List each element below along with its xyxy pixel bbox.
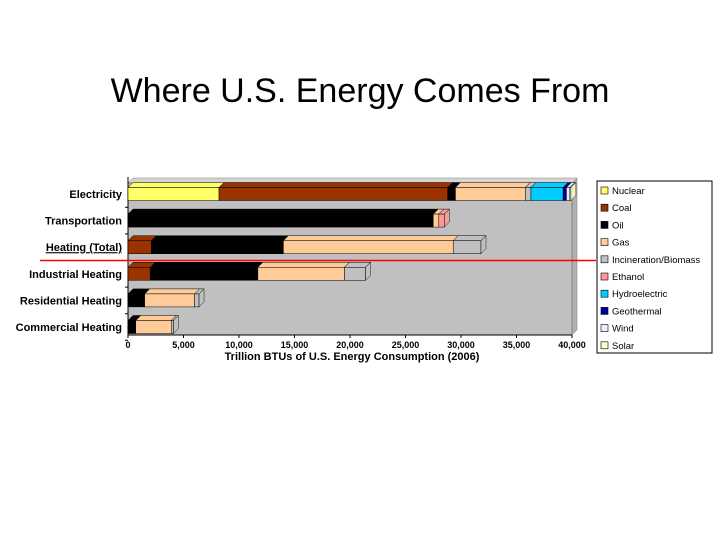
legend-swatch-incineration-biomass <box>600 255 609 264</box>
x-tick-label-10000: 10,000 <box>225 340 253 350</box>
bar-side-industrial-heating <box>365 261 371 281</box>
bar-top-transportation-oil <box>127 208 439 215</box>
bar-top-commercial-heating-gas <box>135 315 177 321</box>
legend-swatch-hydroelectric <box>600 289 609 298</box>
x-tick-label-15000: 15,000 <box>281 340 309 350</box>
x-tick-label-20000: 20,000 <box>336 340 364 350</box>
bar-heating-total-oil <box>151 240 284 254</box>
bar-top-electricity-hydroelectric <box>530 182 569 188</box>
bar-residential-heating-incineration-biomass <box>194 293 200 308</box>
bar-electricity-geothermal <box>562 187 567 201</box>
bar-commercial-heating-gas <box>135 320 172 334</box>
bar-residential-heating-gas <box>144 293 195 308</box>
bar-electricity-gas <box>455 187 526 201</box>
category-label-industrial-heating: Industrial Heating <box>29 269 122 281</box>
x-axis-title: Trillion BTUs of U.S. Energy Consumption… <box>225 351 480 363</box>
legend-box <box>596 180 713 354</box>
bar-industrial-heating-oil <box>149 267 259 281</box>
bar-electricity-incineration-biomass <box>525 187 532 201</box>
bar-transportation-ethanol <box>438 213 445 228</box>
bar-electricity-coal <box>218 187 448 201</box>
bar-side-transportation <box>444 208 450 228</box>
x-tick-label-25000: 25,000 <box>392 340 420 350</box>
legend-label-oil: Oil <box>612 220 624 231</box>
bar-electricity-oil <box>447 187 456 201</box>
legend-swatch-nuclear <box>600 186 609 195</box>
bar-top-electricity-nuclear <box>127 182 225 188</box>
category-label-electricity: Electricity <box>69 189 122 201</box>
bar-residential-heating-oil <box>127 293 145 308</box>
x-tick-label-30000: 30,000 <box>447 340 475 350</box>
legend-swatch-geothermal <box>600 307 609 315</box>
category-label-commercial-heating: Commercial Heating <box>16 322 122 334</box>
bar-commercial-heating-oil <box>127 320 137 334</box>
bar-transportation-gas <box>433 213 440 228</box>
bar-heating-total-gas <box>283 240 454 254</box>
bar-electricity-nuclear <box>127 187 220 201</box>
legend: Nuclear Coal Oil Gas Incineration/Biomass Eth… <box>596 180 713 354</box>
plot-area <box>127 182 573 336</box>
bar-top-heating-total-incineration-biomass <box>452 235 487 241</box>
bar-side-residential-heating <box>198 288 205 308</box>
legend-label-solar: Solar <box>612 341 634 352</box>
slide-title: Where U.S. Energy Comes From <box>110 72 610 110</box>
x-tick-label-40000: 40,000 <box>558 340 586 350</box>
legend-label-gas: Gas <box>612 238 630 249</box>
energy-chart: Nuclear Coal Oil Gas Incineration/Biomass Eth… <box>0 170 720 390</box>
bar-industrial-heating-coal <box>127 267 151 281</box>
bar-electricity-hydroelectric <box>530 187 564 201</box>
legend-label-coal: Coal <box>612 203 632 214</box>
x-tick-label-35000: 35,000 <box>503 340 531 350</box>
bar-transportation-oil <box>127 213 434 228</box>
legend-label-incineration-biomass: Incineration/Biomass <box>612 255 700 266</box>
bar-electricity-wind <box>566 187 571 201</box>
bar-top-industrial-heating-oil <box>149 262 264 268</box>
legend-label-hydroelectric: Hydroelectric <box>612 289 668 300</box>
category-label-heating-total: Heating (Total) <box>46 242 123 254</box>
bar-side-electricity <box>570 181 577 202</box>
legend-swatch-gas <box>600 238 609 246</box>
bar-commercial-heating-incineration-biomass <box>171 320 174 334</box>
bar-top-electricity-coal <box>218 182 454 188</box>
legend-label-ethanol: Ethanol <box>612 272 644 283</box>
bar-side-heating-total <box>480 235 487 255</box>
legend-swatch-coal <box>600 203 609 212</box>
legend-swatch-ethanol <box>600 272 609 281</box>
bar-industrial-heating-gas <box>257 267 345 281</box>
bar-heating-total-coal <box>127 240 152 254</box>
legend-label-geothermal: Geothermal <box>612 306 662 317</box>
bar-top-heating-total-gas <box>282 235 459 241</box>
category-label-residential-heating: Residential Heating <box>20 295 122 307</box>
bar-top-residential-heating-gas <box>144 288 201 295</box>
legend-swatch-solar <box>600 341 609 350</box>
bar-heating-total-incineration-biomass <box>452 240 482 254</box>
energy-chart-svg: Nuclear Coal Oil Gas Incineration/Biomass Eth… <box>16 177 713 363</box>
legend-label-nuclear: Nuclear <box>612 186 645 197</box>
legend-swatch-oil <box>600 221 609 229</box>
bar-industrial-heating-incineration-biomass <box>344 267 366 281</box>
legend-swatch-wind <box>600 324 609 332</box>
bar-top-industrial-heating-gas <box>257 262 351 268</box>
legend-label-wind: Wind <box>612 324 634 335</box>
bar-top-heating-total-oil <box>150 235 290 241</box>
x-tick-label-0: 0 <box>125 340 130 350</box>
bar-side-commercial-heating <box>173 314 179 335</box>
plot-side-wall <box>571 177 578 336</box>
category-label-transportation: Transportation <box>45 216 122 228</box>
x-tick-label-5000: 5,000 <box>172 340 195 350</box>
bar-top-electricity-gas <box>454 182 531 188</box>
